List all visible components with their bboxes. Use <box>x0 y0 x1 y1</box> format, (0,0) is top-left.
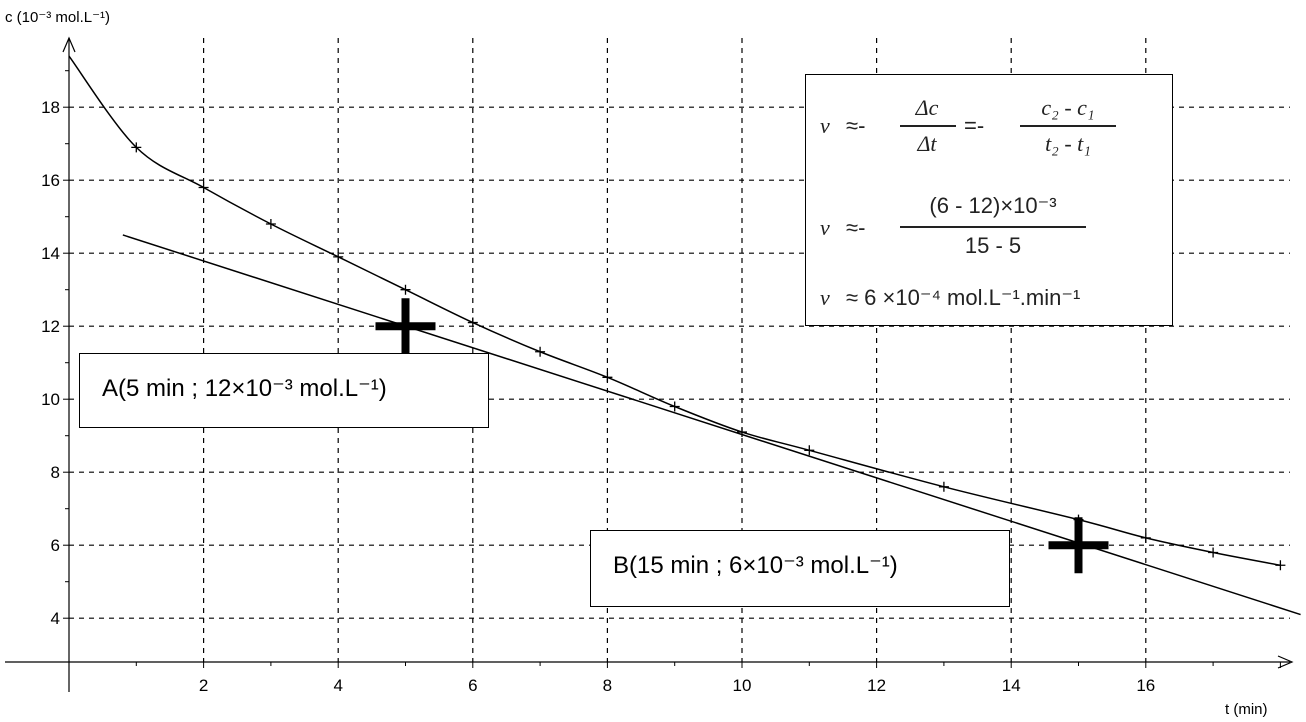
data-point-marker <box>804 445 815 456</box>
data-point-marker <box>131 142 142 153</box>
formula-fraction-bar-3 <box>900 226 1086 228</box>
point-a-label: A(5 min ; 12×10⁻³ mol.L⁻¹) <box>102 375 387 402</box>
y-tick-label: 6 <box>51 536 60 555</box>
y-tick-label: 14 <box>41 244 60 263</box>
formula-fraction-bar-2 <box>1020 125 1116 127</box>
data-point-marker <box>1140 532 1151 543</box>
data-point-marker <box>400 284 411 295</box>
formula-result: ≈ 6 ×10⁻⁴ mol.L⁻¹.min⁻¹ <box>846 285 1081 310</box>
data-point-marker <box>669 401 680 412</box>
x-tick-label: 2 <box>199 676 208 695</box>
formula-v-1: v <box>820 113 830 138</box>
y-tick-labels: 4 6 8 10 12 14 16 18 <box>41 70 69 628</box>
x-axis-title: t (min) <box>1225 701 1268 718</box>
formula-approx-minus-2: ≈- <box>846 215 866 240</box>
x-tick-label: 4 <box>333 676 342 695</box>
tangent-line <box>122 234 1301 616</box>
data-point-marker <box>737 427 747 438</box>
formula-equals-minus: =- <box>964 113 985 138</box>
x-tick-labels: 2 4 6 8 10 12 14 16 <box>135 662 1281 695</box>
data-point-marker <box>938 481 949 492</box>
formula-delta-t: Δt <box>917 131 937 156</box>
y-tick-label: 16 <box>41 171 60 190</box>
x-tick-label: 6 <box>468 676 477 695</box>
data-point-marker <box>1275 560 1286 571</box>
point-b-label-box: B(15 min ; 6×10⁻³ mol.L⁻¹) <box>590 530 1010 607</box>
y-tick-label: 18 <box>41 98 60 117</box>
concentration-curve <box>68 55 1281 567</box>
x-tick-label: 12 <box>867 676 886 695</box>
highlighted-points <box>375 298 1109 574</box>
data-point-marker <box>265 219 276 229</box>
data-point-marker <box>467 317 478 328</box>
axes <box>5 36 1294 692</box>
formula-cb-minus-ca: c₂ - c₁ <box>1041 95 1095 120</box>
formula-denominator-values: 15 - 5 <box>964 233 1022 258</box>
formula-numerator-values: (6 - 12)×10⁻³ <box>929 193 1057 218</box>
formula-approx-minus-1: ≈- <box>846 113 866 138</box>
y-tick-label: 4 <box>51 609 60 628</box>
y-tick-label: 12 <box>41 317 60 336</box>
rate-formula-box: v ≈- Δc Δt =- c₂ - c₁ t₂ - t₁ v ≈- (6 - … <box>805 74 1173 326</box>
formula-fraction-bar-1 <box>900 125 956 127</box>
point-a-label-box: A(5 min ; 12×10⁻³ mol.L⁻¹) <box>79 353 489 428</box>
data-point-marker <box>333 251 344 262</box>
x-tick-label: 8 <box>603 676 612 695</box>
formula-delta-c: Δc <box>915 95 939 120</box>
data-point-marker <box>1208 547 1219 558</box>
data-point-marker <box>602 372 613 383</box>
data-point-marker <box>535 346 546 357</box>
data-point-marker <box>198 182 209 193</box>
x-tick-label: 14 <box>1002 676 1021 695</box>
formula-v-2: v <box>820 215 830 240</box>
data-point-markers <box>131 142 1286 571</box>
y-axis-arrow <box>62 36 76 53</box>
x-tick-label: 16 <box>1136 676 1155 695</box>
formula-v-3: v <box>820 285 830 310</box>
point-b-label: B(15 min ; 6×10⁻³ mol.L⁻¹) <box>613 552 898 579</box>
x-axis-arrow <box>1277 655 1294 669</box>
y-tick-label: 10 <box>41 390 60 409</box>
point-b-marker <box>1048 517 1109 574</box>
y-axis-title: c (10⁻³ mol.L⁻¹) <box>5 9 110 26</box>
formula-tb-minus-ta: t₂ - t₁ <box>1045 131 1091 156</box>
point-a-marker <box>375 298 436 355</box>
x-tick-label: 10 <box>733 676 752 695</box>
y-tick-label: 8 <box>51 463 60 482</box>
